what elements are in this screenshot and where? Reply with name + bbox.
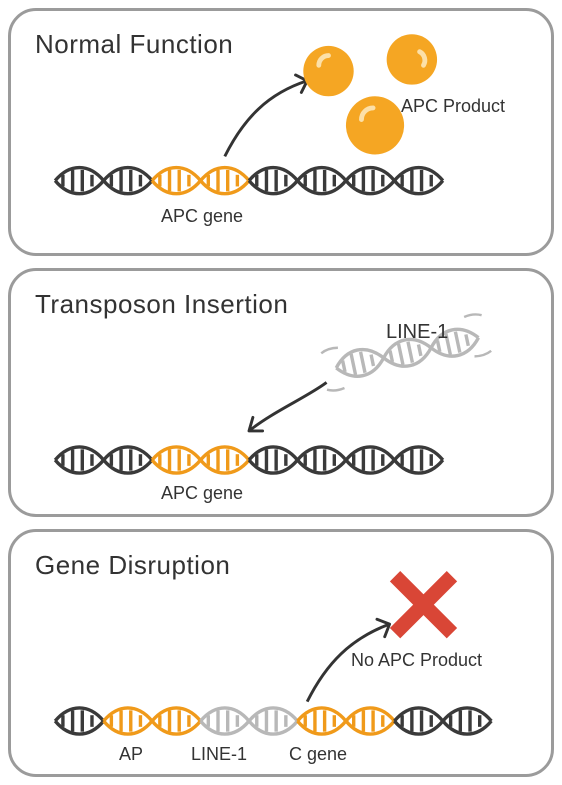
gene-label: APC gene xyxy=(161,206,243,227)
seg3-label: C gene xyxy=(289,744,347,765)
normal-diagram xyxy=(11,11,551,253)
dna-strand xyxy=(55,447,443,473)
panel-transposon-insertion: Transposon Insertion xyxy=(8,268,554,516)
seg1-label: AP xyxy=(119,744,143,765)
transposon-label: LINE-1 xyxy=(386,321,448,344)
arrow-icon xyxy=(225,75,307,156)
product-label: APC Product xyxy=(401,96,505,117)
panel-gene-disruption: Gene Disruption xyxy=(8,529,554,777)
dna-strand xyxy=(55,168,443,194)
panel-normal-function: Normal Function xyxy=(8,8,554,256)
cross-icon xyxy=(391,571,457,637)
result-label: No APC Product xyxy=(351,650,482,671)
insertion-diagram xyxy=(11,271,551,513)
dna-strand xyxy=(55,708,491,734)
seg2-label: LINE-1 xyxy=(191,744,247,765)
apc-products xyxy=(303,34,437,154)
arrow-icon xyxy=(249,383,327,431)
gene-label: APC gene xyxy=(161,483,243,504)
